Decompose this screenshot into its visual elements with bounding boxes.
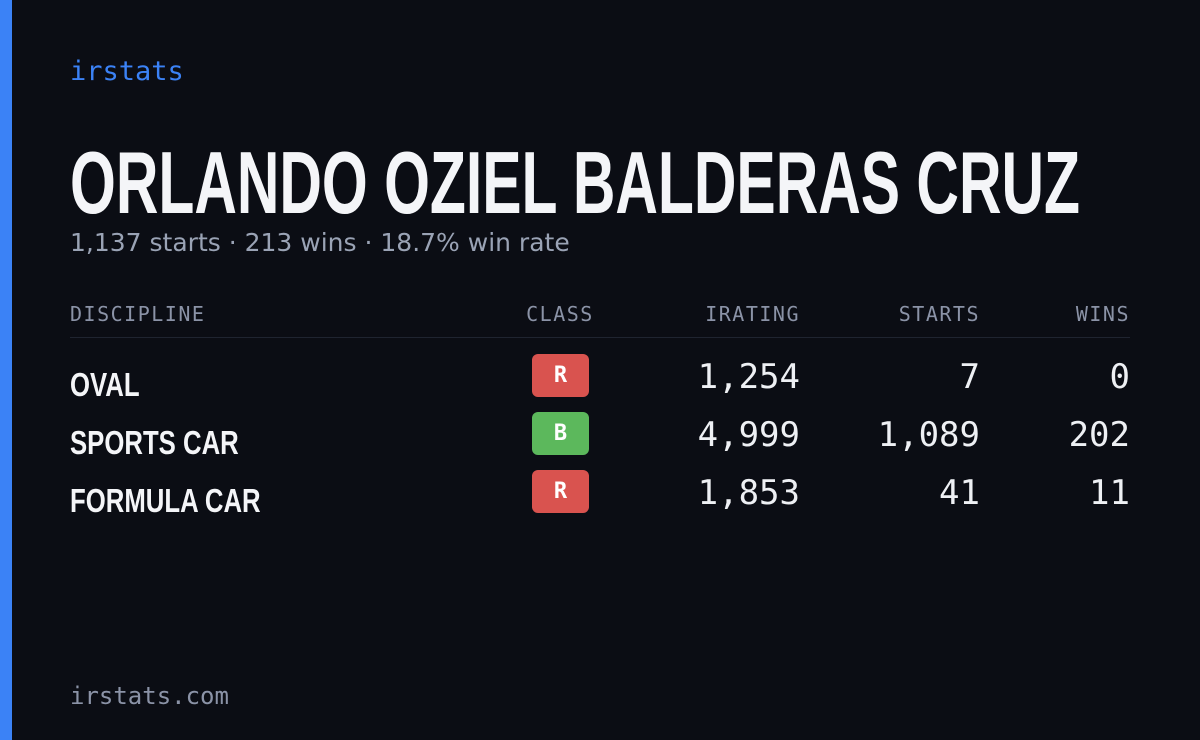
class-badge: B (532, 412, 589, 455)
wins: 0 (1109, 357, 1130, 397)
column-header: STARTS (898, 302, 980, 326)
wins: 11 (1089, 473, 1130, 513)
brand: irstats (70, 56, 184, 87)
wins: 202 (1068, 415, 1130, 455)
column-header: IRATING (705, 302, 800, 326)
header-rule (70, 337, 1130, 338)
accent-bar (0, 0, 12, 740)
irating: 4,999 (697, 415, 800, 455)
column-header: WINS (1075, 302, 1130, 326)
column-header: CLASS (526, 302, 594, 326)
class-badge: R (532, 354, 589, 397)
title-wrap: ORLANDO OZIEL BALDERAS CRUZ (70, 133, 1080, 230)
starts: 7 (959, 357, 980, 397)
column-header: DISCIPLINE (70, 302, 206, 326)
starts: 41 (939, 473, 980, 513)
footer: irstats.com (70, 682, 229, 710)
class-badge: R (532, 470, 589, 513)
starts: 1,089 (877, 415, 980, 455)
driver-name: ORLANDO OZIEL BALDERAS CRUZ (70, 133, 1080, 230)
discipline: FORMULA CAR (70, 482, 261, 519)
irating: 1,254 (697, 357, 800, 397)
discipline: SPORTS CAR (70, 424, 239, 461)
summary: 1,137 starts · 213 wins · 18.7% win rate (70, 228, 570, 257)
irating: 1,853 (697, 473, 800, 513)
discipline: OVAL (70, 366, 140, 403)
